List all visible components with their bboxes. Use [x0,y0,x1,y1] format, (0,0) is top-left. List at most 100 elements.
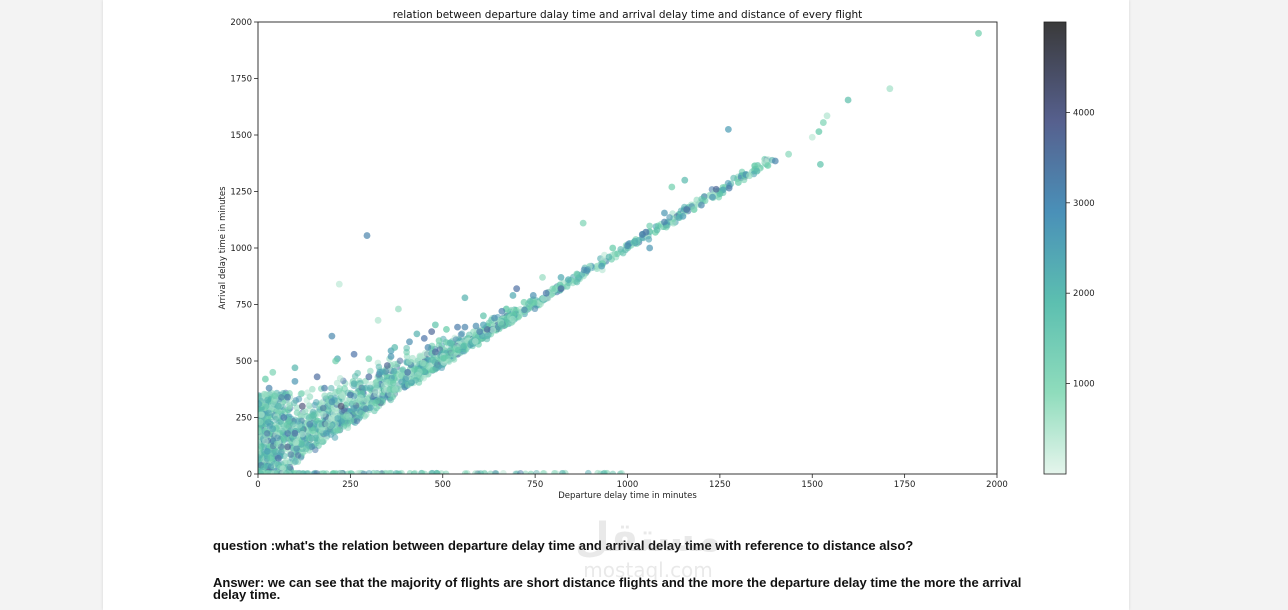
data-point [679,212,687,220]
flight-point [472,338,479,345]
flight-point [666,214,673,221]
data-point [698,201,705,209]
chart-title: relation between departure dalay time an… [393,9,863,21]
flight-point [295,395,303,403]
data-point [631,237,639,245]
flight-point [372,382,380,389]
data-point [346,391,354,399]
data-point [598,262,606,270]
data-point [420,335,428,342]
data-point [734,179,742,186]
flight-point [408,379,415,386]
flight-point [663,223,670,231]
flight-point [419,352,427,359]
data-point [337,402,345,410]
x-tick-label: 500 [435,480,451,490]
flight-point [351,405,358,412]
flight-point [283,457,290,465]
flight-point [396,357,404,365]
data-point [431,348,439,356]
flight-point [294,417,302,425]
flight-point [646,222,653,230]
data-point [387,353,395,360]
data-point [819,119,827,126]
flight-point [284,429,292,437]
data-point [261,375,269,383]
data-point [823,112,831,120]
data-point [564,276,572,284]
flight-point [472,470,479,474]
flight-point [367,367,374,375]
flight-point [512,308,519,316]
data-point [291,429,299,437]
x-tick-label: 1000 [617,480,639,490]
data-point [557,273,565,281]
flight-point [279,427,286,435]
data-point [746,172,753,180]
data-point [509,292,517,299]
flight-point [375,363,383,371]
flight-point [343,411,351,419]
data-point [365,373,373,381]
flight-point [413,359,420,367]
flight-point [489,326,497,334]
colorbar [1043,21,1067,475]
flight-point [387,396,394,404]
data-point [529,292,537,299]
flight-point [613,250,621,258]
flight-point [477,470,485,474]
data-point [712,185,720,193]
flight-point [273,440,281,448]
data-point [542,289,550,297]
data-point [313,373,321,381]
data-point [808,133,816,141]
flight-point [296,470,303,474]
flight-point [498,321,506,328]
flight-point [258,418,264,426]
flight-point [280,435,288,442]
data-point [274,402,282,410]
flight-point [354,369,361,377]
flight-point [552,470,560,474]
flight-point [442,470,450,474]
data-point [624,242,631,250]
data-point [461,294,469,302]
flight-point [319,411,327,418]
flight-point [487,470,494,474]
flight-point [297,439,305,447]
data-point [683,206,691,213]
flight-point [418,469,426,474]
flight-point [457,331,465,338]
flight-point [322,429,330,437]
flight-point [344,420,352,427]
flight-point [389,379,397,387]
flight-point [509,315,516,323]
flight-point [563,283,571,290]
flight-point [267,403,275,411]
data-point [709,193,716,201]
data-point [479,321,487,329]
flight-point [271,392,279,400]
flight-point [448,347,455,355]
flight-point [405,358,413,366]
data-point [646,244,654,252]
data-point [374,316,382,324]
flight-point [384,469,392,474]
flight-point [619,249,627,257]
flight-point [357,410,365,417]
y-tick-label: 250 [236,414,252,424]
answer-text: Answer: we can see that the majority of … [213,575,1022,602]
x-tick-label: 1750 [894,480,916,490]
data-point [263,448,271,455]
colorbar-tick-label: 4000 [1073,108,1095,118]
flight-point [549,285,556,293]
flight-point [297,390,305,398]
data-point [461,323,469,331]
flight-point [258,427,262,435]
data-point [771,157,779,165]
flight-point [292,458,299,465]
data-point [328,332,336,340]
x-tick-label: 750 [527,480,543,490]
y-axis-label: Arrival delay time in minutes [218,186,228,310]
flight-point [285,403,293,410]
